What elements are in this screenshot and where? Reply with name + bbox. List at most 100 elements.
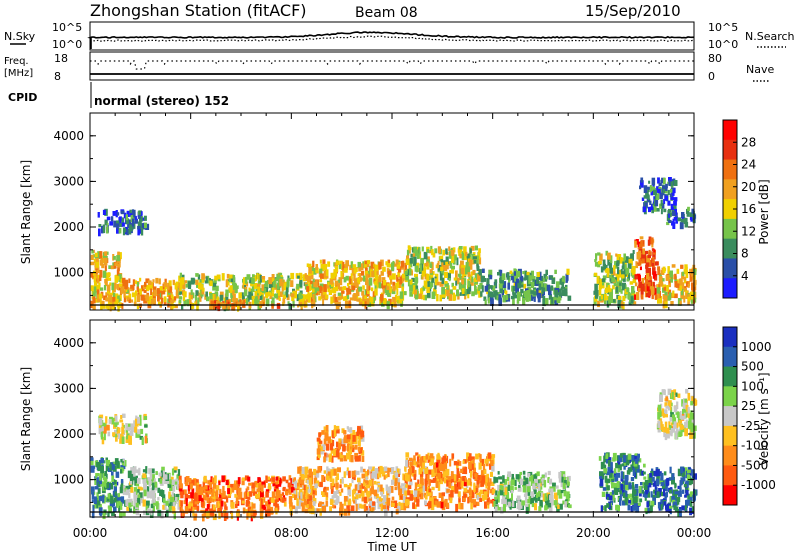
range-gate-cell [162, 290, 166, 295]
range-gate-cell [187, 485, 190, 491]
range-gate-cell [652, 281, 655, 288]
freq-tick-high: 18 [54, 52, 68, 65]
range-gate-cell [133, 466, 137, 471]
y-tick-label: 2000 [53, 220, 84, 234]
range-gate-cell [419, 264, 422, 272]
range-gate-cell [517, 292, 520, 297]
range-gate-cell [319, 268, 323, 274]
range-gate-cell [114, 429, 118, 436]
range-gate-cell [689, 491, 694, 497]
range-gate-cell [365, 267, 368, 272]
range-gate-cell [328, 454, 332, 463]
range-gate-cell [392, 475, 396, 480]
range-gate-cell [543, 273, 548, 282]
range-gate-cell [107, 289, 110, 294]
range-gate-cell [391, 289, 396, 295]
range-gate-cell [623, 253, 626, 261]
range-gate-cell [265, 509, 269, 517]
range-gate-cell [187, 478, 191, 483]
range-gate-cell [539, 499, 543, 508]
range-gate-cell [440, 270, 444, 276]
range-gate-cell [372, 291, 376, 298]
range-gate-cell [449, 261, 453, 269]
range-gate-cell [276, 282, 280, 290]
range-gate-cell [361, 473, 366, 479]
range-gate-cell [651, 248, 655, 252]
range-gate-cell [338, 442, 342, 450]
range-gate-cell [522, 298, 526, 302]
range-gate-cell [628, 301, 633, 306]
range-gate-cell [141, 437, 144, 445]
range-gate-cell [660, 491, 665, 497]
range-gate-cell [646, 507, 651, 514]
range-gate-cell [652, 266, 656, 275]
range-gate-cell [104, 282, 108, 287]
range-gate-cell [426, 286, 430, 293]
range-gate-cell [348, 500, 352, 505]
range-gate-cell [615, 462, 618, 469]
range-gate-cell [467, 496, 470, 504]
range-gate-cell [487, 487, 490, 495]
range-gate-cell [659, 282, 664, 287]
range-gate-cell [554, 297, 559, 305]
range-gate-cell [316, 437, 321, 442]
range-gate-cell [232, 291, 235, 296]
range-gate-cell [207, 480, 211, 485]
range-gate-cell [381, 500, 386, 507]
range-gate-cell [668, 283, 671, 288]
range-gate-cell [648, 476, 653, 484]
range-gate-cell [617, 468, 620, 473]
range-gate-cell [96, 278, 100, 284]
range-gate-cell [684, 398, 688, 403]
range-gate-cell [360, 430, 365, 438]
range-gate-cell [428, 250, 433, 254]
y-tick-label: 1000 [53, 266, 84, 280]
range-gate-cell [408, 457, 413, 462]
range-gate-cell [271, 491, 276, 498]
range-gate-cell [409, 291, 414, 297]
range-gate-cell [651, 477, 655, 482]
range-gate-cell [141, 223, 146, 230]
range-gate-cell [554, 269, 557, 274]
range-gate-cell [276, 505, 280, 510]
range-gate-cell [116, 304, 120, 308]
freq-nave-panel [89, 51, 695, 81]
range-gate-cell [647, 290, 651, 297]
range-gate-cell [385, 261, 389, 266]
range-gate-cell [639, 185, 642, 190]
range-gate-cell [117, 427, 121, 432]
range-gate-cell [326, 492, 329, 498]
range-gate-cell [640, 482, 644, 486]
range-gate-cell [144, 435, 148, 444]
range-gate-cell [260, 513, 264, 519]
range-gate-cell [213, 282, 217, 287]
range-gate-cell [664, 414, 668, 418]
range-gate-cell [359, 273, 362, 281]
range-gate-cell [126, 498, 131, 505]
range-gate-cell [632, 482, 635, 488]
range-gate-cell [496, 295, 499, 301]
range-gate-cell [353, 488, 357, 495]
range-gate-cell [677, 485, 680, 489]
range-gate-cell [244, 475, 249, 481]
range-gate-cell [525, 275, 530, 281]
range-gate-cell [431, 262, 434, 270]
x-tick-label: 00:00 [73, 526, 108, 540]
range-gate-cell [685, 270, 689, 279]
range-gate-cell [451, 256, 455, 263]
range-gate-cell [397, 272, 401, 278]
range-gate-cell [382, 284, 386, 290]
range-gate-cell [257, 286, 261, 294]
range-gate-cell [325, 294, 329, 299]
range-gate-cell [645, 489, 649, 495]
range-gate-cell [674, 293, 678, 299]
range-gate-cell [518, 506, 521, 511]
sky-search-panel [89, 21, 695, 51]
range-gate-cell [452, 286, 457, 290]
range-gate-cell [383, 466, 388, 472]
range-gate-cell [463, 493, 467, 498]
range-gate-cell [338, 286, 343, 291]
range-gate-cell [205, 492, 210, 498]
range-gate-cell [120, 459, 123, 463]
range-gate-cell [90, 261, 95, 266]
